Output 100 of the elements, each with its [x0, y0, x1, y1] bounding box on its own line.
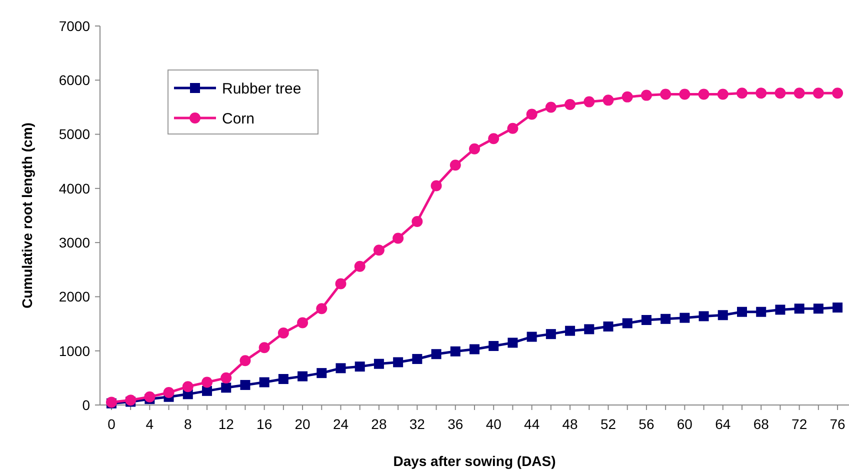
point [736, 88, 748, 99]
point [680, 312, 690, 323]
point [470, 344, 480, 354]
y-tick-label: 3000 [58, 234, 90, 250]
point [354, 362, 365, 372]
x-tick-label: 68 [753, 416, 770, 432]
x-tick-label: 24 [332, 416, 349, 432]
point [564, 99, 576, 110]
point [718, 310, 728, 320]
point [698, 88, 710, 100]
x-tick-label: 60 [676, 416, 693, 432]
point [374, 358, 384, 369]
point [660, 88, 672, 100]
x-tick-label: 32 [409, 416, 426, 432]
point [756, 88, 767, 99]
x-tick-label: 4 [146, 416, 154, 432]
point [584, 96, 595, 108]
y-tick-label: 2000 [58, 288, 90, 305]
point [488, 340, 499, 351]
x-tick-label: 28 [371, 416, 387, 432]
x-tick-label: 52 [600, 416, 616, 432]
point [526, 108, 538, 120]
point [812, 88, 824, 99]
point [221, 382, 232, 393]
point [622, 318, 632, 328]
point [660, 314, 671, 324]
x-tick-label: 56 [638, 416, 654, 432]
y-tick-label: 0 [82, 396, 90, 413]
x-axis-title: Days after sowing (DAS) [393, 453, 556, 469]
point [698, 311, 709, 322]
point [526, 332, 537, 342]
point [565, 326, 576, 336]
point [622, 91, 633, 102]
point [546, 329, 556, 340]
y-tick-label: 4000 [58, 180, 90, 196]
y-tick-label: 7000 [58, 18, 90, 34]
x-tick-label: 12 [218, 416, 234, 432]
point [813, 304, 824, 314]
point [545, 102, 556, 113]
point [794, 88, 805, 99]
point [202, 376, 212, 388]
point [163, 387, 174, 398]
point [298, 371, 308, 382]
x-tick-label: 0 [108, 416, 116, 432]
x-tick-label: 20 [294, 416, 311, 432]
point [259, 377, 270, 388]
legend-label: Corn [222, 110, 255, 128]
point [144, 391, 156, 402]
point [316, 368, 327, 378]
point [469, 143, 480, 154]
point [392, 232, 404, 244]
point [393, 357, 404, 368]
point [297, 317, 308, 328]
point [431, 349, 442, 360]
point [240, 355, 251, 366]
x-tick-label: 48 [562, 416, 578, 432]
x-tick-label: 16 [256, 416, 272, 432]
x-tick-label: 72 [792, 416, 808, 432]
y-tick-label: 5000 [58, 126, 90, 142]
point [640, 90, 652, 101]
legend-label: Rubber tree [222, 80, 302, 98]
point [507, 122, 518, 134]
point [202, 386, 212, 396]
x-tick-label: 64 [715, 416, 731, 432]
y-axis-title: Cumulative root length (cm) [19, 122, 35, 308]
point [182, 381, 194, 392]
point [335, 278, 346, 290]
point [641, 314, 652, 325]
x-tick-label: 44 [524, 416, 540, 432]
point [373, 244, 384, 256]
point [508, 338, 518, 348]
x-tick-label: 36 [448, 416, 464, 432]
point [832, 88, 844, 99]
x-tick-label: 76 [830, 416, 846, 432]
x-tick-label: 40 [486, 416, 502, 432]
point [278, 327, 289, 338]
point [240, 380, 250, 390]
point [602, 94, 614, 106]
point [430, 180, 442, 192]
point [584, 324, 594, 334]
point [488, 133, 500, 144]
point [220, 372, 232, 384]
point [603, 321, 614, 332]
point [412, 354, 422, 364]
point [316, 303, 328, 314]
point [794, 304, 804, 314]
point [679, 88, 690, 100]
point [450, 346, 460, 356]
point [756, 306, 766, 317]
y-tick-label: 1000 [58, 342, 90, 359]
y-tick-label: 6000 [58, 72, 90, 88]
x-tick-label: 8 [184, 416, 192, 432]
point [258, 342, 270, 354]
point [354, 260, 366, 272]
point [336, 363, 346, 374]
point [775, 304, 786, 315]
point [450, 160, 461, 171]
point [832, 302, 843, 313]
point [278, 374, 288, 384]
point [737, 306, 747, 317]
